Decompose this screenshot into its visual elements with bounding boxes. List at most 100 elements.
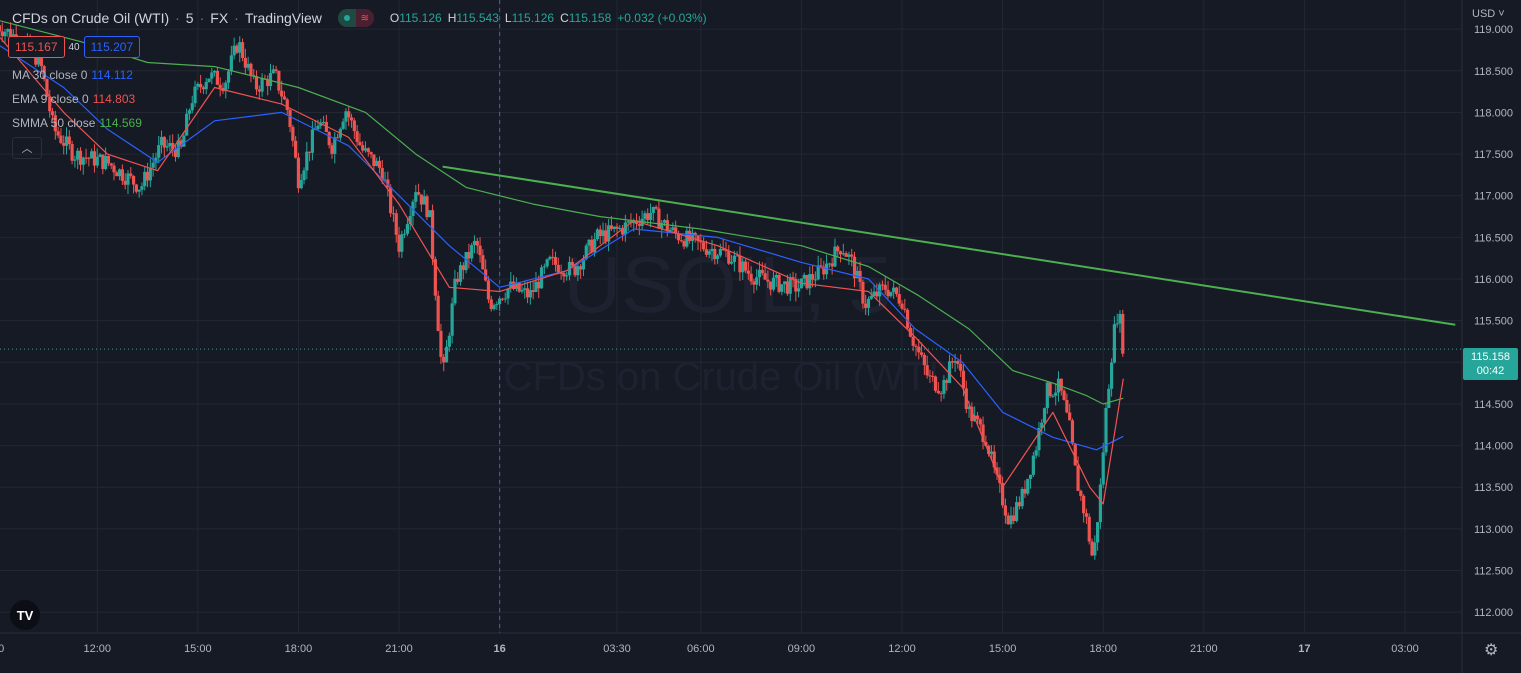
candle-body [928,375,932,377]
exchange: FX [210,10,229,26]
candle-body [743,261,748,271]
candle-body [660,222,664,229]
candle-body [123,180,127,185]
candle-body [120,169,124,181]
candle-body [70,143,74,161]
candle-body [101,154,105,169]
candle-body [984,441,988,446]
candle-body [1098,484,1103,523]
candle-body [816,265,820,280]
candle-body [268,73,273,87]
candle-body [199,83,203,88]
chevron-down-icon: ˅ [1495,8,1505,20]
indicator-ma[interactable]: MA 30 close 0 114.112 [12,68,133,82]
indicator-ema[interactable]: EMA 9 close 0 114.803 [12,92,135,106]
price-axis: 119.000 118.500 118.000 117.500 117.000 116.5… [1461,0,1513,673]
candle-body [903,308,907,310]
candle-body [1121,313,1125,354]
symbol-name[interactable]: CFDs on Crude Oil (WTI) [12,10,170,26]
candle-body [45,79,49,97]
candle-body [165,146,169,148]
candle-body [0,25,2,32]
candle-body [749,273,753,282]
open-label: O [389,11,400,25]
header-separator: · [234,10,239,26]
candle-body [419,194,423,205]
currency-label: USD [1472,8,1496,20]
candle-body [246,63,250,68]
indicator-value: 114.803 [92,92,136,106]
y-tick-label: 117.000 [1474,191,1513,203]
candle-body [774,274,778,278]
candle-body [162,136,166,148]
candle-body [690,232,695,241]
candle-body [171,143,175,150]
candle-body [148,167,152,181]
candle-body [981,424,985,442]
candle-body [444,346,449,363]
candle-body [215,70,219,85]
interval[interactable]: 5 [185,10,194,26]
indicator-smma[interactable]: SMMA 50 close 114.569 [12,116,142,130]
candle-body [844,253,848,257]
candle-body [822,266,826,275]
candle-body [1065,400,1069,413]
x-tick-label: 21:00 [1190,643,1218,655]
tradingview-logo-icon[interactable]: TV [10,600,40,630]
currency-selector[interactable]: USD ˅ [1472,8,1505,20]
x-tick-label: 17 [1298,643,1310,655]
gear-icon[interactable]: ⚙ [1484,642,1499,659]
candle-body [914,345,918,347]
candle-body [467,252,471,259]
candle-body [78,150,83,165]
change-value: +0.032 (+0.03%) [617,11,707,25]
candle-body [282,96,287,100]
candle-body [168,143,172,147]
candle-body [880,284,885,286]
candle-body [615,226,619,229]
market-status-toggle[interactable]: ≋ [337,9,374,27]
candle-body [232,45,236,56]
indicator-label: SMMA 50 close [12,116,96,130]
candle-body [450,303,454,336]
candle-body [950,361,954,363]
candle-body [151,162,155,168]
buy-button[interactable]: 115.207 [83,36,141,58]
candle-body [1059,378,1063,391]
collapse-indicators-button[interactable]: ︿ [12,137,42,159]
candle-body [612,226,616,229]
candle-body [84,157,88,159]
candle-body [623,222,627,235]
candle-body [539,267,544,289]
candle-body [1023,488,1027,494]
candle-body [769,281,773,290]
candle-body [361,145,365,151]
candle-body [296,157,301,189]
candle-body [42,66,46,80]
candle-body [1031,455,1035,475]
candle-body [975,415,980,420]
candle-body [305,151,309,171]
candle-body [372,154,376,167]
data-source: TradingView [244,10,322,26]
candle-body [1026,478,1030,494]
candle-body [430,210,435,260]
x-tick-label: :00 [0,643,4,655]
candle-body [319,122,323,126]
candle-body [416,192,421,195]
candle-body [581,259,586,270]
candle-body [657,208,661,229]
sell-button[interactable]: 115.167 [8,36,65,58]
candle-body [548,256,552,260]
candle-body [537,281,541,289]
candle-body [579,266,583,270]
candle-body [344,111,348,122]
current-price-tag: 115.158 00:42 [1463,348,1518,380]
x-tick-label: 03:00 [1391,643,1419,655]
candle-body [484,269,488,281]
candle-body [310,129,315,153]
y-tick-label: 117.500 [1474,149,1513,161]
candle-body [394,213,398,235]
candle-body [593,239,597,253]
